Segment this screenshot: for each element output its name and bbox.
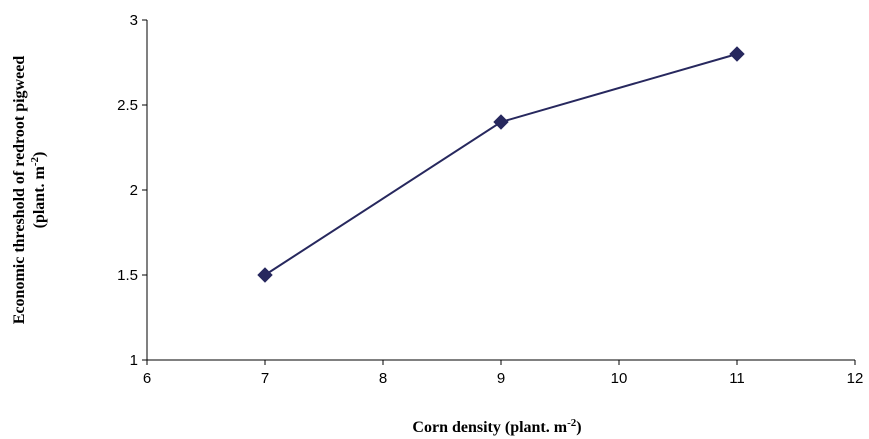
x-axis-ticks: 6 7 8 9 10 11 12: [143, 360, 864, 387]
x-tick-label: 9: [497, 370, 505, 387]
x-tick-label: 6: [143, 370, 151, 387]
y-tick-label: 1.5: [117, 267, 138, 284]
y-tick-label: 1: [130, 352, 138, 369]
x-tick-label: 11: [729, 370, 745, 387]
x-tick-label: 8: [379, 370, 387, 387]
y-axis-title-line2: (plant. m-2): [29, 152, 48, 229]
data-point-marker: [257, 267, 273, 283]
data-point-marker: [729, 46, 745, 62]
y-axis-title-line1: Economic threshold of redroot pigweed: [11, 56, 28, 325]
series-group: [257, 46, 745, 283]
y-tick-label: 2.5: [117, 97, 138, 114]
x-tick-label: 12: [847, 370, 864, 387]
x-axis-title: Corn density (plant. m-2): [412, 417, 581, 436]
x-tick-label: 10: [611, 370, 628, 387]
y-axis-ticks: 1 1.5 2 2.5 3: [117, 12, 147, 369]
y-tick-label: 2: [130, 182, 138, 199]
y-tick-label: 3: [130, 12, 138, 29]
series-line: [264, 53, 738, 276]
data-point-marker: [493, 114, 509, 130]
y-axis-title: Economic threshold of redroot pigweed (p…: [11, 56, 48, 325]
x-tick-label: 7: [261, 370, 269, 387]
plot-area: [146, 20, 855, 361]
